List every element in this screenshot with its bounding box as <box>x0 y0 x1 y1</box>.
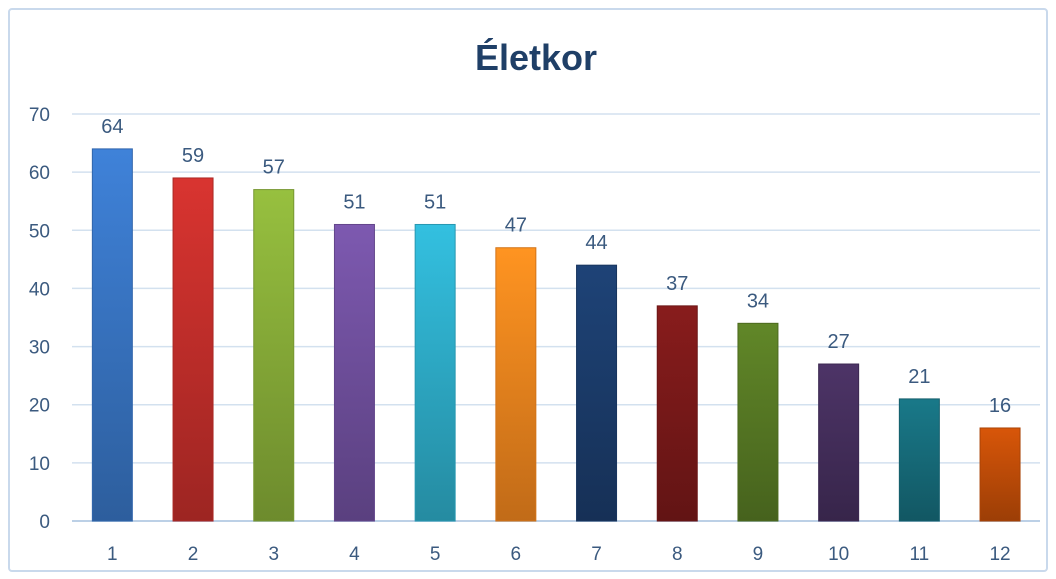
data-labels: 64 59 57 51 51 47 44 37 34 27 21 16 <box>101 116 1011 417</box>
data-label: 59 <box>182 145 204 167</box>
x-axis: 1 2 3 4 5 6 7 8 9 10 11 12 <box>107 544 1011 565</box>
y-tick-label: 40 <box>29 279 50 300</box>
data-label: 16 <box>989 395 1011 417</box>
data-label: 34 <box>747 290 769 312</box>
data-label: 27 <box>828 331 850 353</box>
bar <box>656 305 698 522</box>
bar <box>576 264 618 522</box>
x-tick-label: 1 <box>107 544 118 565</box>
bar <box>818 363 860 522</box>
y-axis: 0 10 20 30 40 50 60 70 <box>29 105 50 533</box>
data-label: 51 <box>343 191 365 213</box>
x-tick-label: 7 <box>591 544 602 565</box>
bar <box>737 322 779 522</box>
bar <box>495 247 537 522</box>
data-label: 44 <box>585 232 607 254</box>
x-tick-label: 2 <box>188 544 199 565</box>
x-tick-label: 8 <box>672 544 683 565</box>
bar <box>172 177 214 522</box>
bar <box>414 223 456 522</box>
data-label: 64 <box>101 116 123 138</box>
data-label: 51 <box>424 191 446 213</box>
y-tick-label: 10 <box>29 454 50 475</box>
x-tick-label: 11 <box>909 544 929 565</box>
y-tick-label: 50 <box>29 221 50 242</box>
y-tick-label: 70 <box>29 105 50 126</box>
chart-title: Életkor <box>475 37 597 78</box>
bar <box>898 398 940 522</box>
bar <box>333 223 375 522</box>
y-tick-label: 60 <box>29 163 50 184</box>
data-label: 47 <box>505 215 527 237</box>
bar <box>979 427 1021 522</box>
x-tick-label: 12 <box>989 544 1010 565</box>
x-tick-label: 9 <box>753 544 764 565</box>
data-label: 37 <box>666 273 688 295</box>
x-tick-label: 4 <box>349 544 360 565</box>
x-tick-label: 3 <box>268 544 279 565</box>
y-tick-label: 30 <box>29 338 50 359</box>
y-tick-label: 20 <box>29 396 50 417</box>
bar <box>253 189 295 522</box>
gridlines <box>72 113 1040 522</box>
x-tick-label: 10 <box>828 544 849 565</box>
y-tick-label: 0 <box>39 512 50 533</box>
x-tick-label: 6 <box>511 544 522 565</box>
bar <box>91 148 133 522</box>
data-label: 21 <box>908 366 930 388</box>
x-tick-label: 5 <box>430 544 441 565</box>
data-label: 57 <box>263 157 285 179</box>
bars <box>91 148 1021 522</box>
